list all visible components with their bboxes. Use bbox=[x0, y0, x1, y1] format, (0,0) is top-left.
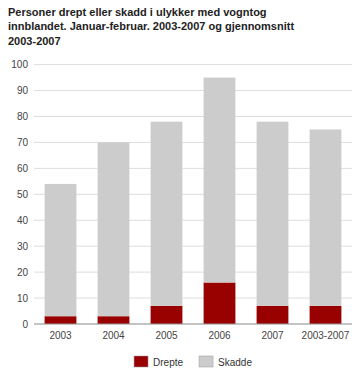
grid-line bbox=[34, 220, 352, 221]
title-line: Personer drept eller skadd i ulykker med… bbox=[8, 6, 267, 18]
bar bbox=[204, 282, 236, 324]
y-tick-label: 40 bbox=[17, 215, 29, 226]
x-tick-label: 2005 bbox=[155, 330, 178, 341]
x-axis bbox=[34, 324, 352, 325]
grid-line bbox=[34, 246, 352, 247]
bar bbox=[257, 306, 289, 324]
x-tick-label: 2003 bbox=[49, 330, 72, 341]
grid-line bbox=[34, 90, 352, 91]
title-line: 2003-2007 bbox=[8, 35, 61, 47]
x-tick-label: 2007 bbox=[261, 330, 284, 341]
bar bbox=[310, 306, 342, 324]
y-tick-label: 50 bbox=[17, 189, 29, 200]
grid-line bbox=[34, 194, 352, 195]
grid-line bbox=[34, 298, 352, 299]
bar bbox=[204, 78, 236, 283]
bar bbox=[151, 306, 183, 324]
legend-swatch bbox=[134, 356, 148, 367]
bar bbox=[98, 316, 130, 324]
bar bbox=[45, 184, 77, 316]
y-tick-label: 20 bbox=[17, 267, 29, 278]
y-tick-label: 100 bbox=[11, 59, 28, 70]
title: Personer drept eller skadd i ulykker med… bbox=[8, 6, 294, 47]
bar bbox=[310, 129, 342, 305]
y-tick-label: 70 bbox=[17, 137, 29, 148]
grid-line bbox=[34, 116, 352, 117]
grid-line bbox=[34, 168, 352, 169]
y-tick-label: 60 bbox=[17, 163, 29, 174]
x-tick-label: 2004 bbox=[102, 330, 125, 341]
chart: Personer drept eller skadd i ulykker med… bbox=[0, 0, 362, 382]
x-tick-label: 2006 bbox=[208, 330, 231, 341]
y-tick-label: 30 bbox=[17, 241, 29, 252]
bar bbox=[45, 316, 77, 324]
bars bbox=[45, 78, 342, 324]
grid bbox=[34, 65, 352, 324]
legend-swatch bbox=[199, 356, 213, 367]
grid-line bbox=[34, 272, 352, 273]
legend-label: Skadde bbox=[218, 357, 252, 368]
x-tick-label: 2003-2007 bbox=[302, 330, 350, 341]
grid-line bbox=[34, 64, 352, 65]
grid-line bbox=[34, 324, 352, 325]
y-tick-label: 90 bbox=[17, 85, 29, 96]
bar bbox=[151, 122, 183, 306]
legend: Drepte Skadde bbox=[134, 356, 252, 368]
y-tick-label: 10 bbox=[17, 293, 29, 304]
title-line: innblandet. Januar-februar. 2003-2007 og… bbox=[8, 20, 294, 32]
grid-line bbox=[34, 142, 352, 143]
bar bbox=[98, 142, 130, 316]
bar bbox=[257, 122, 289, 306]
y-tick-label: 80 bbox=[17, 111, 29, 122]
legend-label: Drepte bbox=[153, 357, 183, 368]
y-tick-label: 0 bbox=[22, 319, 28, 330]
